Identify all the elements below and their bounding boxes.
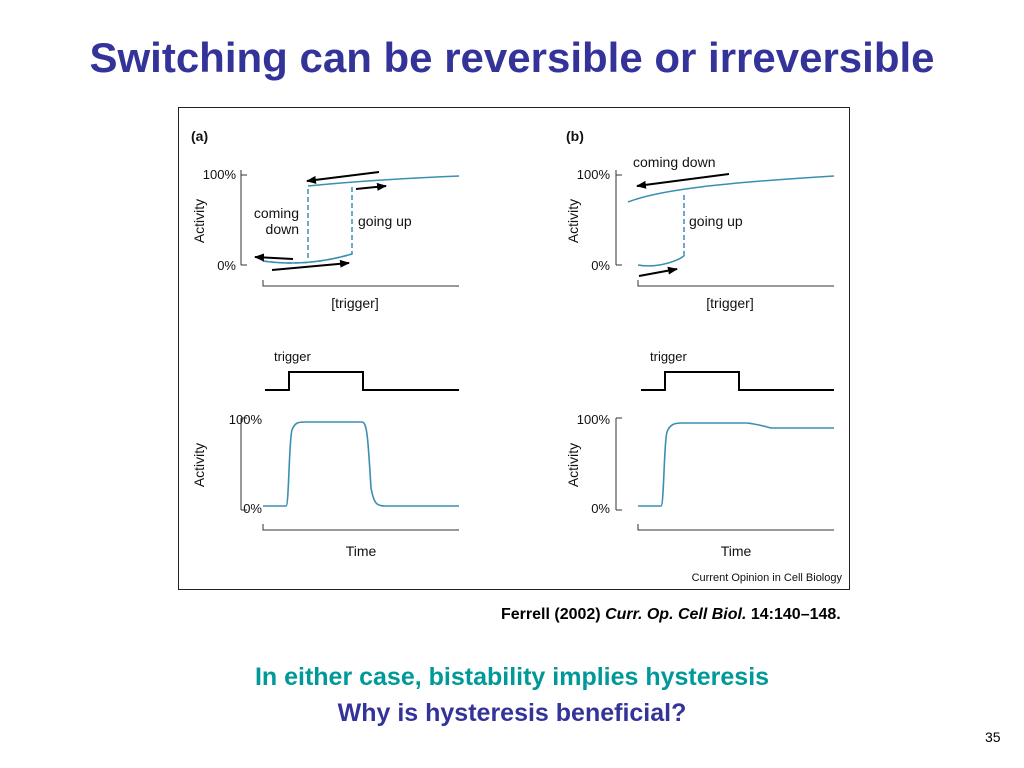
citation-authors: Ferrell (2002) (501, 606, 601, 623)
panel-a-bottom-ytick-0: 0% (243, 501, 262, 516)
panel-a-activity-curve (263, 421, 459, 507)
panel-b-bottom-xaxis (637, 524, 834, 531)
panel-a-top-ytick-0: 0% (217, 258, 236, 273)
panel-b-hysteresis-plot: 100% 0% Activity [trigger] coming down g… (565, 154, 835, 311)
panel-b-coming-down-label: coming down (633, 154, 716, 170)
panel-b-going-up-curve (637, 255, 685, 267)
panel-b-time-course: trigger 100% 0% Activity Time (565, 349, 834, 559)
hysteresis-figure: (a) 100% 0% Activity [trigger] coming do… (191, 128, 843, 584)
citation-volume-pages: 14:140–148. (750, 606, 841, 623)
slide-title: Switching can be reversible or irreversi… (89, 34, 935, 81)
panel-a-top-xlabel: [trigger] (331, 295, 378, 311)
panel-a-arrow-up-lower (271, 259, 350, 271)
panel-b-trigger-pulse (641, 371, 834, 391)
takeaway-line-1: In either case, bistability implies hyst… (254, 663, 770, 691)
citation-journal: Curr. Op. Cell Biol. (605, 606, 747, 623)
panel-a-top-ytick-100: 100% (203, 167, 237, 182)
panel-a-coming-down-label-1: coming (254, 205, 299, 221)
panel-b-bottom-ylabel: Activity (565, 443, 581, 487)
panel-a-trigger-pulse (265, 371, 459, 391)
panel-b-upper-branch (627, 175, 835, 203)
slide-number: 35 (985, 729, 1001, 745)
figure-panel: (a) 100% 0% Activity [trigger] coming do… (178, 107, 850, 590)
panel-a-upper-branch (307, 175, 460, 187)
panel-b-top-xlabel: [trigger] (706, 295, 753, 311)
panel-b-trigger-label: trigger (650, 349, 688, 364)
takeaway-line-2: Why is hysteresis beneficial? (337, 699, 687, 727)
panel-a-top-xaxis (262, 280, 459, 287)
panel-b-top-xaxis (637, 280, 834, 287)
panel-b-bottom-xlabel: Time (721, 543, 752, 559)
panel-a-arrow-down-upper (306, 171, 380, 184)
panel-b-arrow-going-up (638, 266, 678, 277)
panel-a-arrow-up-upper (355, 182, 387, 191)
panel-b-arrow-coming-down (636, 173, 730, 189)
panel-b-going-up-label: going up (689, 213, 743, 229)
panel-a-arrow-down-lower (254, 253, 294, 262)
panel-a-top-ylabel: Activity (191, 199, 207, 243)
panel-a-bottom-xlabel: Time (346, 543, 377, 559)
panel-b-top-ytick-0: 0% (591, 258, 610, 273)
panel-a-time-course: trigger 100% 0% Activity Time (191, 349, 459, 559)
panel-a-bottom-ytick-100: 100% (229, 412, 263, 427)
panel-b-top-ytick-100: 100% (577, 167, 611, 182)
figure-credit: Current Opinion in Cell Biology (692, 572, 843, 584)
citation: Ferrell (2002) Curr. Op. Cell Biol. 14:1… (501, 606, 841, 624)
panel-b-top-ylabel: Activity (565, 199, 581, 243)
panel-a-going-up-label: going up (358, 213, 412, 229)
panel-a-bottom-ylabel: Activity (191, 443, 207, 487)
panel-b-bottom-ytick-100: 100% (577, 412, 611, 427)
panel-a-hysteresis-plot: 100% 0% Activity [trigger] coming down g… (191, 167, 460, 311)
panel-b-bottom-ytick-0: 0% (591, 501, 610, 516)
panel-a-bottom-xaxis (262, 524, 459, 531)
panel-a-coming-down-label-2: down (266, 221, 299, 237)
panel-a-label: (a) (191, 128, 208, 144)
panel-b-activity-curve (638, 422, 834, 507)
panel-b-label: (b) (566, 128, 584, 144)
panel-a-trigger-label: trigger (274, 349, 312, 364)
